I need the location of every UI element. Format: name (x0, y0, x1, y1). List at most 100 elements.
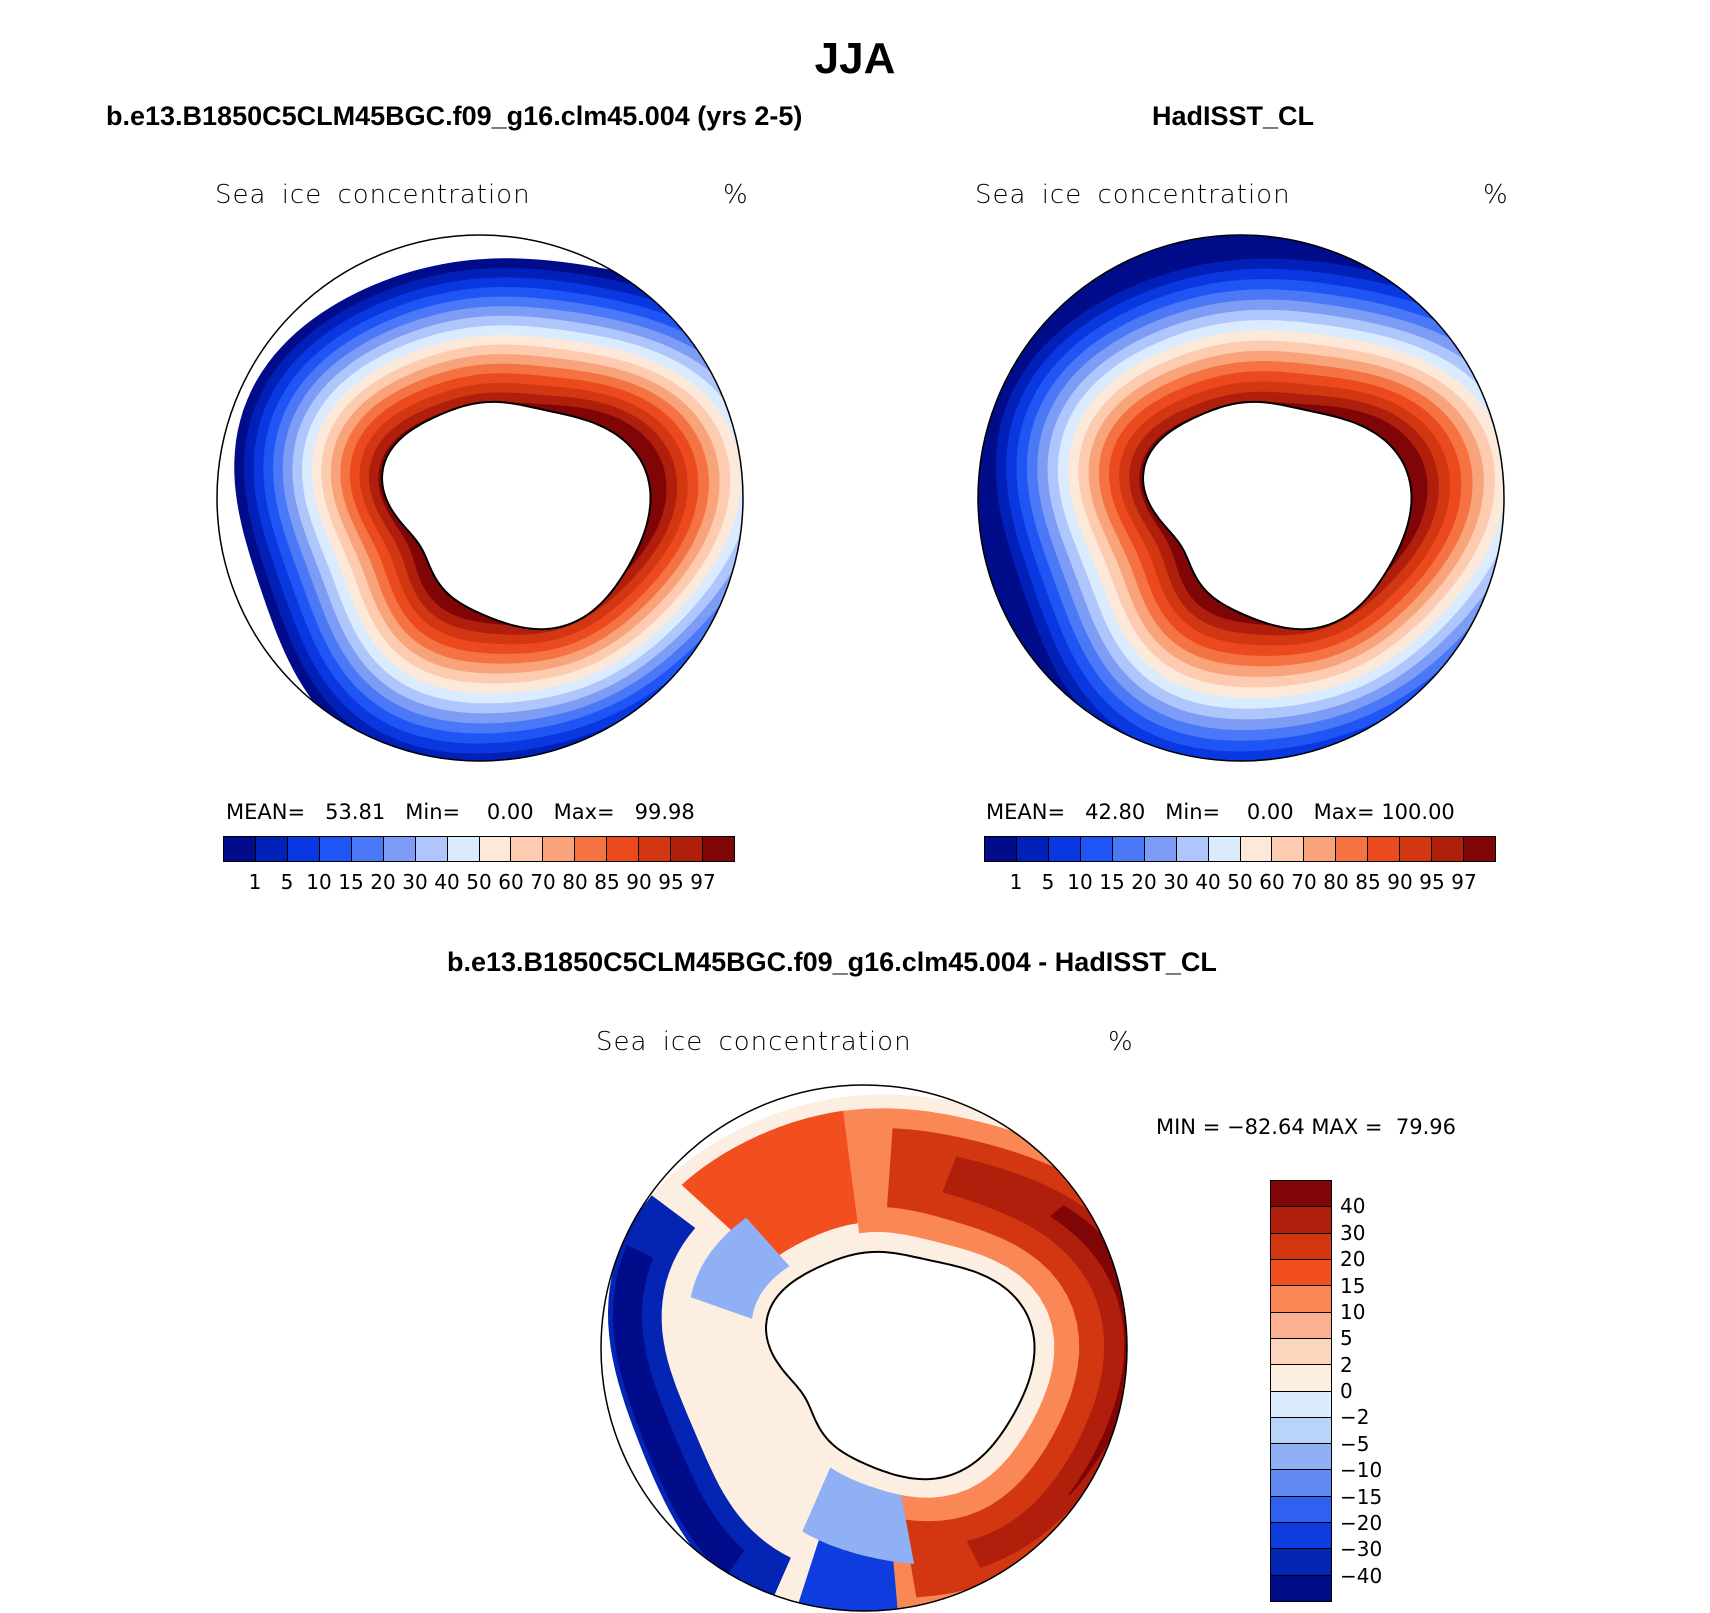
obs-colorbar (984, 836, 1496, 862)
model-colorbar-swatch (479, 837, 512, 861)
difference-colorbar-tick-label: −40 (1340, 1563, 1383, 1588)
difference-colorbar-swatch (1271, 1549, 1331, 1576)
model-colorbar-swatch (543, 837, 576, 861)
difference-colorbar-tick-label: 15 (1340, 1273, 1366, 1298)
difference-negative-anomaly (802, 1467, 915, 1564)
model-colorbar-swatch (287, 837, 320, 861)
model-panel-title: b.e13.B1850C5CLM45BGC.f09_g16.clm45.004 … (106, 101, 803, 131)
difference-minmax: MIN = −82.64 MAX = 79.96 (1156, 1115, 1456, 1139)
model-colorbar-tick-label: 30 (402, 870, 428, 894)
difference-max-label: MAX = (1311, 1115, 1383, 1139)
difference-colorbar-tick-label: 0 (1340, 1379, 1353, 1403)
obs-colorbar-tick-label: 60 (1259, 870, 1285, 894)
obs-polar-map (977, 234, 1505, 762)
difference-negative-anomaly (613, 1245, 745, 1577)
obs-colorbar-swatch (1208, 837, 1241, 861)
difference-colorbar-tick-label: 30 (1340, 1220, 1366, 1245)
model-mean-label: MEAN= (226, 800, 306, 824)
difference-colorbar-tick-label: −10 (1340, 1458, 1383, 1483)
model-colorbar-tick-label: 15 (338, 870, 364, 894)
obs-colorbar-tick-label: 70 (1291, 870, 1317, 894)
obs-max-label: Max= (1313, 800, 1375, 824)
obs-mean-value: 42.80 (1085, 800, 1146, 824)
obs-max-value: 100.00 (1381, 800, 1455, 824)
model-colorbar-swatch (447, 837, 480, 861)
model-colorbar-swatch (575, 837, 608, 861)
obs-colorbar-swatch (1240, 837, 1273, 861)
difference-colorbar-tick-label: 10 (1340, 1299, 1366, 1324)
model-colorbar-tick-label: 97 (690, 870, 716, 894)
obs-mean-label: MEAN= (986, 800, 1066, 824)
obs-colorbar-tick-label: 1 (1009, 870, 1023, 894)
obs-colorbar-swatch (1464, 837, 1495, 861)
model-colorbar-swatch (224, 837, 256, 861)
obs-colorbar-swatch (1400, 837, 1433, 861)
obs-colorbar-tick-label: 40 (1195, 870, 1221, 894)
model-colorbar-tick-label: 10 (306, 870, 332, 894)
model-colorbar-tick-label: 70 (530, 870, 556, 894)
model-colorbar-tick-label: 90 (626, 870, 652, 894)
model-colorbar-swatch (383, 837, 416, 861)
obs-colorbar-tick-label: 95 (1419, 870, 1445, 894)
obs-colorbar-tick-label: 80 (1323, 870, 1349, 894)
difference-negative-anomaly (798, 1540, 899, 1611)
obs-colorbar-swatch (1048, 837, 1081, 861)
model-colorbar-tick-label: 40 (434, 870, 460, 894)
difference-colorbar-swatch (1271, 1181, 1331, 1208)
model-colorbar-tick-label: 85 (594, 870, 620, 894)
obs-units-label: % (1483, 180, 1509, 210)
model-mean-value: 53.81 (325, 800, 386, 824)
obs-min-label: Min= (1165, 800, 1221, 824)
difference-variable-label: Sea ice concentration (596, 1027, 912, 1057)
difference-colorbar-tick-label: −15 (1340, 1484, 1383, 1509)
model-colorbar-tick-label: 50 (466, 870, 492, 894)
model-colorbar-ticks: 1 5 10 15 20 30 40 50 60 70 80 85 90 95 97 (223, 870, 735, 896)
difference-colorbar-tick-label: −30 (1340, 1537, 1383, 1562)
model-colorbar-tick-label: 95 (658, 870, 684, 894)
model-colorbar-tick-label: 20 (370, 870, 396, 894)
obs-colorbar-swatch (1432, 837, 1465, 861)
obs-stats: MEAN= 42.80 Min= 0.00 Max= 100.00 (986, 800, 1455, 824)
difference-colorbar (1270, 1180, 1332, 1602)
difference-panel-title: b.e13.B1850C5CLM45BGC.f09_g16.clm45.004 … (447, 947, 1217, 977)
obs-colorbar-tick-label: 20 (1131, 870, 1157, 894)
obs-colorbar-tick-label: 90 (1387, 870, 1413, 894)
model-polar-map (216, 234, 744, 762)
obs-colorbar-swatch (1272, 837, 1305, 861)
model-colorbar-swatch (639, 837, 672, 861)
difference-negative-anomaly (608, 1195, 791, 1610)
difference-units-label: % (1108, 1027, 1134, 1057)
model-colorbar-swatch (607, 837, 640, 861)
difference-colorbar-swatch (1271, 1496, 1331, 1524)
obs-colorbar-swatch (1336, 837, 1369, 861)
difference-colorbar-swatch (1271, 1391, 1331, 1418)
model-colorbar-tick-label: 60 (498, 870, 524, 894)
difference-colorbar-tick-label: −2 (1340, 1405, 1370, 1430)
difference-colorbar-tick-label: 40 (1340, 1194, 1366, 1219)
model-colorbar (223, 836, 735, 862)
difference-colorbar-swatch (1271, 1286, 1331, 1313)
model-max-value: 99.98 (634, 800, 695, 824)
difference-antarctica-coastline (764, 1250, 1036, 1481)
difference-max-value: 79.96 (1395, 1115, 1457, 1139)
difference-colorbar-tick-label: −5 (1340, 1431, 1370, 1456)
model-colorbar-swatch (255, 837, 288, 861)
model-colorbar-tick-label: 80 (562, 870, 588, 894)
difference-colorbar-tick-label: −20 (1340, 1510, 1383, 1535)
model-max-label: Max= (553, 800, 615, 824)
obs-colorbar-swatch (1368, 837, 1401, 861)
difference-colorbar-swatch (1271, 1444, 1331, 1471)
model-units-label: % (723, 180, 749, 210)
model-colorbar-swatch (319, 837, 352, 861)
model-colorbar-tick-label: 1 (248, 870, 262, 894)
difference-colorbar-swatch (1271, 1365, 1331, 1392)
difference-colorbar-swatch (1271, 1575, 1331, 1601)
difference-colorbar-swatch (1271, 1338, 1331, 1366)
obs-colorbar-swatch (1144, 837, 1177, 861)
model-stats: MEAN= 53.81 Min= 0.00 Max= 99.98 (226, 800, 695, 824)
difference-colorbar-swatch (1271, 1259, 1331, 1287)
difference-colorbar-tick-label: 2 (1340, 1352, 1353, 1377)
difference-min-label: MIN = (1156, 1115, 1221, 1139)
model-min-value: 0.00 (486, 800, 534, 824)
obs-panel-title: HadISST_CL (1152, 101, 1315, 131)
